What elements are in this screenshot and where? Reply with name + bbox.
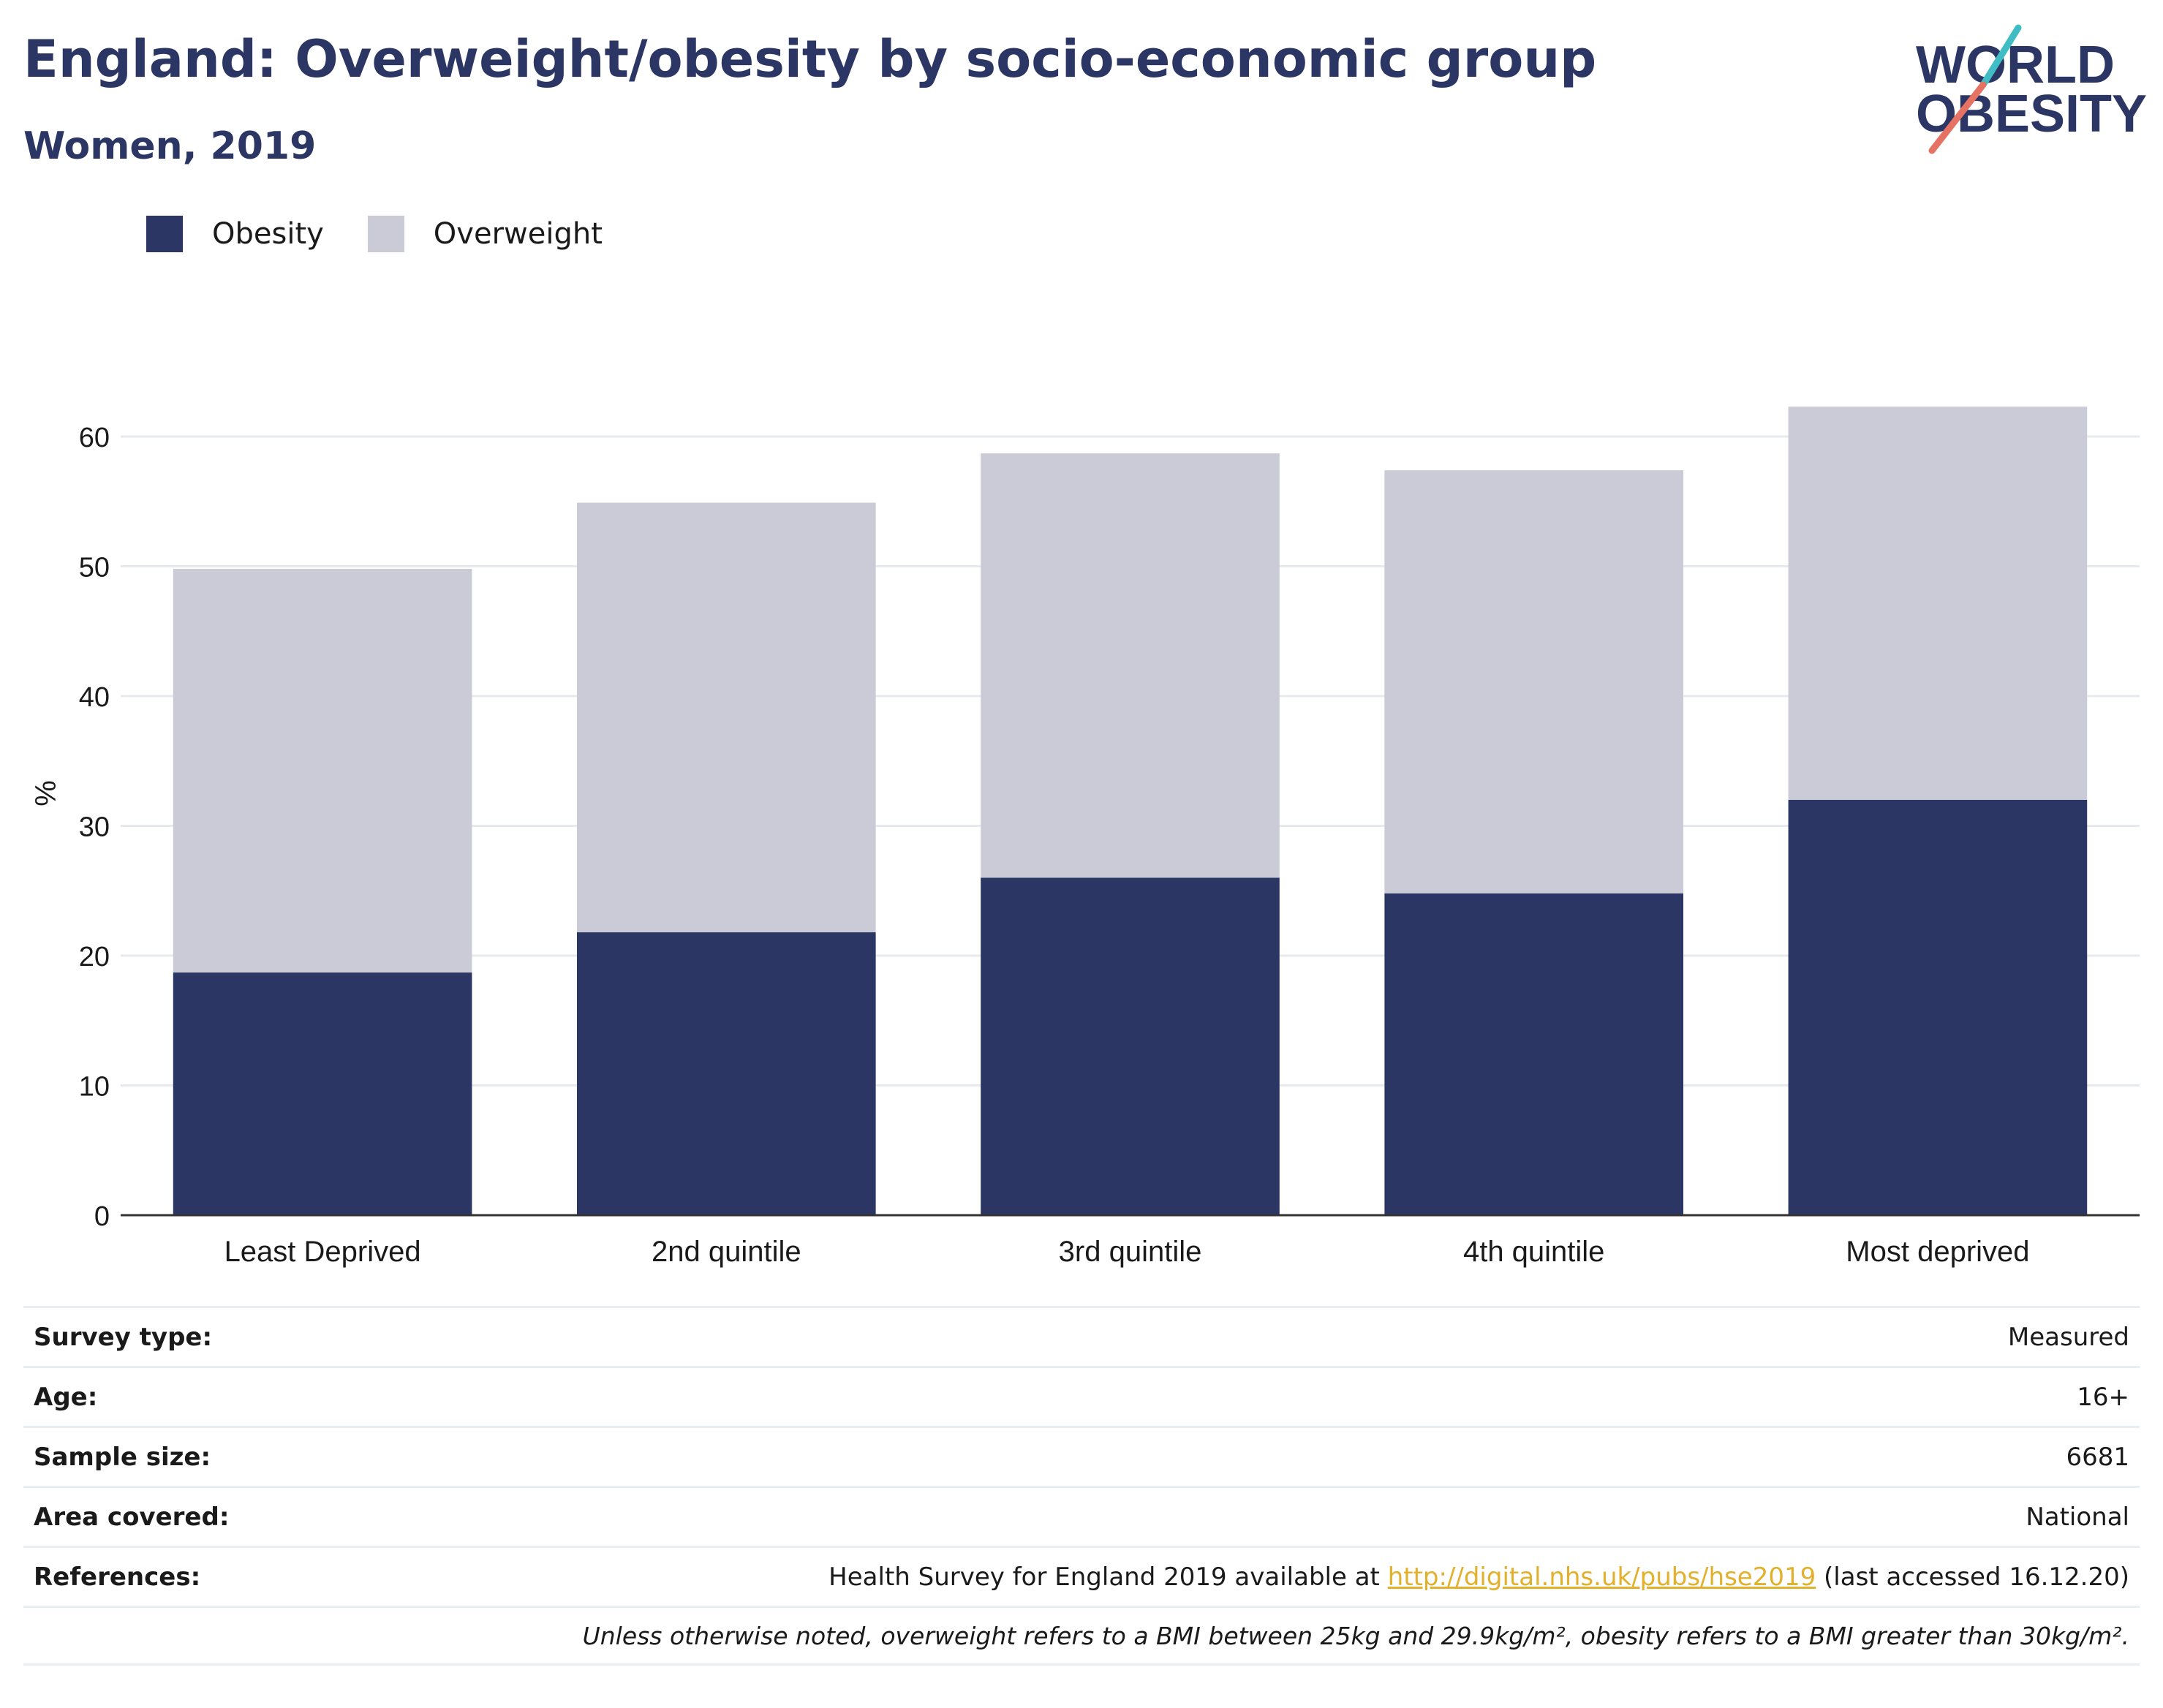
x-tick-label: 2nd quintile <box>652 1236 801 1268</box>
meta-key: Sample size: <box>34 1442 211 1472</box>
meta-key: Age: <box>34 1382 98 1412</box>
legend-swatch-overweight <box>367 216 404 252</box>
logo-line2: OBESITY <box>1916 85 2147 143</box>
meta-value: Measured <box>2007 1322 2129 1352</box>
bar-obesity <box>173 972 472 1215</box>
bar-obesity <box>1384 893 1684 1215</box>
bar-overweight <box>1384 470 1684 893</box>
meta-row-area: Area covered: National <box>23 1486 2140 1546</box>
metadata-table: Survey type: Measured Age: 16+ Sample si… <box>23 1306 2140 1666</box>
bar-overweight <box>173 569 472 973</box>
y-tick-label: 60 <box>79 423 110 453</box>
x-tick-label: Least Deprived <box>224 1236 421 1268</box>
x-tick-label: Most deprived <box>1846 1236 2029 1268</box>
meta-value: 6681 <box>2066 1442 2129 1472</box>
y-tick-label: 40 <box>79 682 110 713</box>
legend-swatch-obesity <box>146 216 183 252</box>
definition-note: Unless otherwise noted, overweight refer… <box>582 1621 2129 1650</box>
meta-key: Survey type: <box>34 1322 213 1352</box>
meta-value: National <box>2026 1502 2129 1532</box>
legend-label-overweight: Overweight <box>433 217 603 251</box>
legend: Obesity Overweight <box>146 216 646 252</box>
bar-overweight <box>576 502 876 933</box>
meta-row-age: Age: 16+ <box>23 1366 2140 1426</box>
meta-key: References: <box>34 1562 201 1592</box>
chart-title: England: Overweight/obesity by socio-eco… <box>23 29 1597 89</box>
y-tick-label: 10 <box>79 1072 110 1103</box>
logo-line1: WORLD <box>1916 36 2115 94</box>
legend-item-overweight[interactable]: Overweight <box>367 216 603 252</box>
y-tick-label: 0 <box>94 1201 110 1232</box>
references-link[interactable]: http://digital.nhs.uk/pubs/hse2019 <box>1387 1562 1816 1592</box>
x-tick-label: 4th quintile <box>1463 1236 1604 1268</box>
bar-obesity <box>981 877 1280 1215</box>
y-tick-label: 30 <box>79 812 110 843</box>
x-tick-label: 3rd quintile <box>1059 1236 1202 1268</box>
references-suffix: (last accessed 16.12.20) <box>1816 1562 2129 1592</box>
meta-row-note: Unless otherwise noted, overweight refer… <box>23 1606 2140 1666</box>
world-obesity-logo: WORLD OBESITY <box>1916 24 2147 154</box>
meta-value: 16+ <box>2077 1382 2129 1412</box>
bar-overweight <box>1788 407 2088 800</box>
meta-value: Health Survey for England 2019 available… <box>828 1562 2129 1592</box>
bar-overweight <box>981 453 1280 878</box>
references-prefix: Health Survey for England 2019 available… <box>828 1562 1388 1592</box>
bar-obesity <box>576 932 876 1215</box>
meta-row-references: References: Health Survey for England 20… <box>23 1546 2140 1606</box>
bar-obesity <box>1788 800 2088 1215</box>
meta-key: Area covered: <box>34 1502 230 1532</box>
bar-chart: 0 10 20 30 40 50 60% Least Deprived 2nd quintile… <box>30 407 2140 1268</box>
y-tick-label: 50 <box>79 553 110 583</box>
legend-label-obesity: Obesity <box>212 217 324 251</box>
chart-subtitle: Women, 2019 <box>23 124 317 168</box>
meta-row-sample-size: Sample size: 6681 <box>23 1426 2140 1486</box>
y-axis-label: % <box>30 780 62 806</box>
y-tick-label: 20 <box>79 942 110 972</box>
meta-row-survey-type: Survey type: Measured <box>23 1306 2140 1366</box>
legend-item-obesity[interactable]: Obesity <box>146 216 324 252</box>
